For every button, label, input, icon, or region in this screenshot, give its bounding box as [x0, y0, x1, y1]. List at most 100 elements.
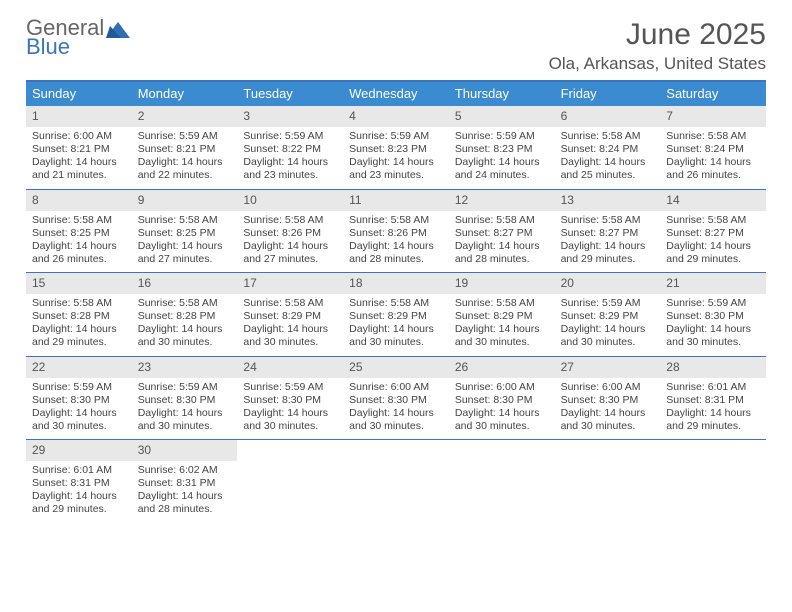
day-details: Sunrise: 6:00 AMSunset: 8:21 PMDaylight:… — [26, 130, 132, 183]
day-cell: 23Sunrise: 5:59 AMSunset: 8:30 PMDayligh… — [132, 357, 238, 440]
daylight-line: Daylight: 14 hours and 30 minutes. — [138, 323, 232, 349]
day-details: Sunrise: 5:59 AMSunset: 8:30 PMDaylight:… — [26, 381, 132, 434]
day-cell: 19Sunrise: 5:58 AMSunset: 8:29 PMDayligh… — [449, 273, 555, 356]
sunset-line: Sunset: 8:21 PM — [138, 143, 232, 156]
sunrise-line: Sunrise: 6:00 AM — [32, 130, 126, 143]
weekday-header: Friday — [555, 82, 661, 106]
sunrise-line: Sunrise: 5:58 AM — [561, 214, 655, 227]
sunset-line: Sunset: 8:31 PM — [32, 477, 126, 490]
day-number: 5 — [449, 106, 555, 127]
daylight-line: Daylight: 14 hours and 22 minutes. — [138, 156, 232, 182]
day-number: 14 — [660, 190, 766, 211]
day-number: 10 — [237, 190, 343, 211]
day-cell — [343, 440, 449, 523]
sunrise-line: Sunrise: 5:58 AM — [32, 297, 126, 310]
day-cell: 4Sunrise: 5:59 AMSunset: 8:23 PMDaylight… — [343, 106, 449, 189]
logo-triangle-icon — [106, 20, 130, 47]
sunset-line: Sunset: 8:30 PM — [349, 394, 443, 407]
day-cell: 30 Sunrise: 6:02 AMSunset: 8:31 PMDayligh… — [132, 440, 238, 523]
day-cell — [660, 440, 766, 523]
day-cell: 13Sunrise: 5:58 AMSunset: 8:27 PMDayligh… — [555, 190, 661, 273]
sunrise-line: Sunrise: 5:59 AM — [561, 297, 655, 310]
day-number: 24 — [237, 357, 343, 378]
day-cell: 5Sunrise: 5:59 AMSunset: 8:23 PMDaylight… — [449, 106, 555, 189]
day-details: Sunrise: 5:59 AMSunset: 8:21 PMDaylight:… — [132, 130, 238, 183]
day-cell: 26 Sunrise: 6:00 AMSunset: 8:30 PMDayligh… — [449, 357, 555, 440]
daylight-line: Daylight: 14 hours and 29 minutes. — [32, 490, 126, 516]
daylight-line: Daylight: 14 hours and 28 minutes. — [455, 240, 549, 266]
day-cell: 2Sunrise: 5:59 AMSunset: 8:21 PMDaylight… — [132, 106, 238, 189]
day-details: Sunrise: 6:00 AMSunset: 8:30 PMDaylight:… — [555, 381, 661, 434]
daylight-line: Daylight: 14 hours and 27 minutes. — [138, 240, 232, 266]
sunset-line: Sunset: 8:27 PM — [561, 227, 655, 240]
day-cell: 27 Sunrise: 6:00 AMSunset: 8:30 PMDayligh… — [555, 357, 661, 440]
sunset-line: Sunset: 8:31 PM — [138, 477, 232, 490]
day-cell: 12Sunrise: 5:58 AMSunset: 8:27 PMDayligh… — [449, 190, 555, 273]
day-details: Sunrise: 5:58 AMSunset: 8:27 PMDaylight:… — [555, 214, 661, 267]
daylight-line: Daylight: 14 hours and 23 minutes. — [349, 156, 443, 182]
sunset-line: Sunset: 8:24 PM — [666, 143, 760, 156]
sunset-line: Sunset: 8:26 PM — [349, 227, 443, 240]
daylight-line: Daylight: 14 hours and 30 minutes. — [243, 407, 337, 433]
daylight-line: Daylight: 14 hours and 27 minutes. — [243, 240, 337, 266]
day-number: 8 — [26, 190, 132, 211]
sunrise-line: Sunrise: 5:58 AM — [455, 297, 549, 310]
day-details: Sunrise: 5:58 AMSunset: 8:29 PMDaylight:… — [343, 297, 449, 350]
sunrise-line: Sunrise: 5:59 AM — [455, 130, 549, 143]
weeks-container: 1Sunrise: 6:00 AMSunset: 8:21 PMDaylight… — [26, 106, 766, 523]
day-details: Sunrise: 5:58 AMSunset: 8:27 PMDaylight:… — [449, 214, 555, 267]
sunrise-line: Sunrise: 5:59 AM — [666, 297, 760, 310]
daylight-line: Daylight: 14 hours and 30 minutes. — [243, 323, 337, 349]
day-details: Sunrise: 5:59 AMSunset: 8:30 PMDaylight:… — [132, 381, 238, 434]
day-cell: 16Sunrise: 5:58 AMSunset: 8:28 PMDayligh… — [132, 273, 238, 356]
title-block: June 2025 Ola, Arkansas, United States — [549, 18, 766, 74]
week-row: 29 Sunrise: 6:01 AMSunset: 8:31 PMDayligh… — [26, 440, 766, 523]
sunset-line: Sunset: 8:30 PM — [138, 394, 232, 407]
daylight-line: Daylight: 14 hours and 30 minutes. — [561, 323, 655, 349]
day-details: Sunrise: 5:58 AMSunset: 8:28 PMDaylight:… — [132, 297, 238, 350]
day-cell: 1Sunrise: 6:00 AMSunset: 8:21 PMDaylight… — [26, 106, 132, 189]
day-number: 9 — [132, 190, 238, 211]
calendar: Sunday Monday Tuesday Wednesday Thursday… — [26, 80, 766, 523]
sunset-line: Sunset: 8:29 PM — [455, 310, 549, 323]
day-cell: 24Sunrise: 5:59 AMSunset: 8:30 PMDayligh… — [237, 357, 343, 440]
day-cell: 28Sunrise: 6:01 AMSunset: 8:31 PMDayligh… — [660, 357, 766, 440]
sunset-line: Sunset: 8:25 PM — [138, 227, 232, 240]
day-cell: 11Sunrise: 5:58 AMSunset: 8:26 PMDayligh… — [343, 190, 449, 273]
day-details: Sunrise: 6:00 AMSunset: 8:30 PMDaylight:… — [449, 381, 555, 434]
day-number: 30 — [132, 440, 238, 461]
daylight-line: Daylight: 14 hours and 30 minutes. — [561, 407, 655, 433]
weekday-header: Wednesday — [343, 82, 449, 106]
day-details: Sunrise: 5:58 AMSunset: 8:28 PMDaylight:… — [26, 297, 132, 350]
day-details: Sunrise: 6:01 AMSunset: 8:31 PMDaylight:… — [26, 464, 132, 517]
calendar-page: General Blue June 2025 Ola, Arkansas, Un… — [0, 0, 792, 612]
day-details: Sunrise: 6:00 AMSunset: 8:30 PMDaylight:… — [343, 381, 449, 434]
day-number: 18 — [343, 273, 449, 294]
day-cell: 29 Sunrise: 6:01 AMSunset: 8:31 PMDayligh… — [26, 440, 132, 523]
day-cell — [555, 440, 661, 523]
day-details: Sunrise: 6:02 AMSunset: 8:31 PMDaylight:… — [132, 464, 238, 517]
sunset-line: Sunset: 8:31 PM — [666, 394, 760, 407]
daylight-line: Daylight: 14 hours and 26 minutes. — [666, 156, 760, 182]
day-number: 27 — [555, 357, 661, 378]
day-number: 17 — [237, 273, 343, 294]
day-cell: 14Sunrise: 5:58 AMSunset: 8:27 PMDayligh… — [660, 190, 766, 273]
sunset-line: Sunset: 8:29 PM — [349, 310, 443, 323]
day-number: 4 — [343, 106, 449, 127]
day-details: Sunrise: 6:01 AMSunset: 8:31 PMDaylight:… — [660, 381, 766, 434]
sunrise-line: Sunrise: 5:59 AM — [138, 381, 232, 394]
sunset-line: Sunset: 8:30 PM — [666, 310, 760, 323]
day-number: 26 — [449, 357, 555, 378]
day-cell: 10Sunrise: 5:58 AMSunset: 8:26 PMDayligh… — [237, 190, 343, 273]
day-number: 29 — [26, 440, 132, 461]
sunrise-line: Sunrise: 5:58 AM — [455, 214, 549, 227]
sunset-line: Sunset: 8:25 PM — [32, 227, 126, 240]
sunset-line: Sunset: 8:26 PM — [243, 227, 337, 240]
sunrise-line: Sunrise: 5:58 AM — [243, 297, 337, 310]
daylight-line: Daylight: 14 hours and 25 minutes. — [561, 156, 655, 182]
sunrise-line: Sunrise: 5:59 AM — [243, 130, 337, 143]
daylight-line: Daylight: 14 hours and 23 minutes. — [243, 156, 337, 182]
day-cell: 25Sunrise: 6:00 AMSunset: 8:30 PMDayligh… — [343, 357, 449, 440]
page-title: June 2025 — [549, 18, 766, 52]
day-cell: 6Sunrise: 5:58 AMSunset: 8:24 PMDaylight… — [555, 106, 661, 189]
